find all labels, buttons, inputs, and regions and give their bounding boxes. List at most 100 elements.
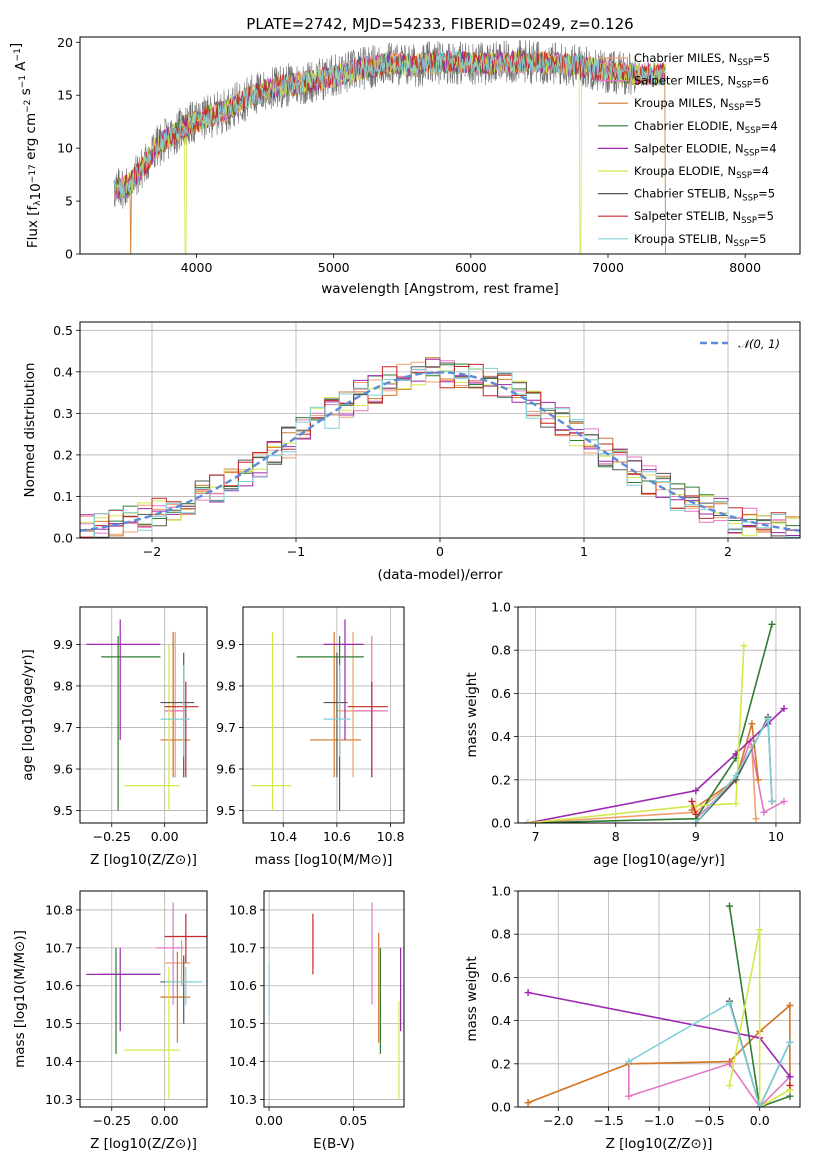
mwZ-marker-kroupa-miles bbox=[786, 1001, 794, 1009]
mwAge-line-kroupa-miles bbox=[691, 723, 760, 811]
y-axis-label-part: λ bbox=[33, 200, 43, 206]
legend-label-chabrier-elodie: Chabrier ELODIE, NSSP=4 bbox=[634, 119, 778, 136]
legend-label-kroupa-stelib: Kroupa STELIB, NSSP=5 bbox=[634, 232, 766, 249]
ageM-ytick-label: 9.7 bbox=[216, 720, 236, 735]
x-axis-label: wavelength [Angstrom, rest frame] bbox=[321, 281, 559, 297]
massE-ytick-label: 10.6 bbox=[229, 978, 257, 993]
mwAge-marker-salpeter-miles bbox=[760, 808, 768, 816]
massE-ytick-label: 10.7 bbox=[229, 940, 257, 955]
mwZ-ytick-label: 0.4 bbox=[491, 1013, 511, 1028]
hist-ytick-label: 0.2 bbox=[53, 447, 73, 462]
y-axis-label: mass [log10(M/M⊙)] bbox=[12, 930, 28, 1068]
y-axis-label-part: ] bbox=[8, 43, 24, 48]
mwAge-marker-chabrier-elodie bbox=[768, 620, 776, 628]
massZ-ytick-label: 10.5 bbox=[45, 1016, 73, 1031]
legend-text: =4 bbox=[760, 141, 777, 155]
ageZ-ytick-label: 9.5 bbox=[53, 803, 73, 818]
mwZ-marker-kroupa-stelib bbox=[726, 999, 733, 1007]
y-axis-label-part: −1 bbox=[13, 48, 23, 61]
spectrum-panel: 4000 5000 6000 7000 8000 0 5 10 15 20 wavelength [… bbox=[8, 35, 801, 297]
mwZ-ytick-label: 0.8 bbox=[491, 927, 511, 942]
mwAge-marker-kroupa-elodie bbox=[524, 819, 532, 823]
ageM-ytick-label: 9.8 bbox=[216, 678, 236, 693]
massE-ytick-label: 10.3 bbox=[229, 1092, 257, 1107]
mwAge-marker-kroupa-stelib bbox=[764, 715, 772, 723]
spectrum-ytick-label: 20 bbox=[57, 35, 73, 50]
massE-xtick-label: 0.05 bbox=[339, 1113, 367, 1128]
legend-subscript: SSP bbox=[736, 171, 752, 181]
legend-text: Kroupa STELIB, N bbox=[634, 232, 734, 246]
spectrum-xtick-label: 8000 bbox=[729, 260, 761, 275]
ageM-ytick-label: 9.5 bbox=[216, 803, 236, 818]
mwAge-frame bbox=[517, 606, 801, 824]
mwZ-marker-kroupa-stelib bbox=[756, 1103, 764, 1107]
massZ-plot-area bbox=[86, 902, 207, 1100]
x-axis-label: mass [log10(M/M⊙)] bbox=[255, 852, 393, 868]
mwAge-ytick-label: 0.8 bbox=[491, 643, 511, 658]
x-axis-label: Z [log10(Z/Z⊙)] bbox=[90, 852, 197, 868]
mwAge-marker-salpeter-miles bbox=[780, 797, 788, 805]
spectrum-frame bbox=[79, 36, 801, 255]
legend-subscript: SSP bbox=[745, 126, 761, 136]
gaussian-legend-label: 𝒩(0, 1) bbox=[738, 337, 780, 351]
mwZ-line-chabrier-elodie bbox=[728, 905, 791, 1107]
mwAge-marker-kroupa-stelib bbox=[692, 819, 700, 823]
mwZ-plot-area bbox=[524, 902, 794, 1107]
mwZ-line-kroupa-elodie bbox=[728, 929, 791, 1107]
legend-text: Kroupa ELODIE, N bbox=[634, 164, 736, 178]
hist-ytick-label: 0.3 bbox=[53, 406, 73, 421]
mwAge-line-chabrier-elodie bbox=[527, 624, 773, 823]
mwZ-xtick-label: −1.0 bbox=[644, 1113, 674, 1128]
legend-label-salpeter-elodie: Salpeter ELODIE, NSSP=4 bbox=[634, 141, 777, 158]
legend-text: =5 bbox=[744, 96, 761, 110]
mwZ-xtick-label: −1.5 bbox=[593, 1113, 623, 1128]
hist-kroupa-elodie bbox=[80, 366, 800, 537]
mwZ-marker-chabrier-elodie bbox=[786, 1092, 794, 1100]
mwAge-line-salpeter-elodie bbox=[527, 707, 785, 823]
legend-text: =5 bbox=[757, 209, 774, 223]
y-axis-label-part: −1 bbox=[18, 75, 28, 88]
ageM-xtick-label: 10.4 bbox=[269, 829, 297, 844]
legend-label-kroupa-elodie: Kroupa ELODIE, NSSP=4 bbox=[634, 164, 769, 181]
hist-xtick-label: 1 bbox=[580, 544, 588, 559]
x-axis-label: (data-model)/error bbox=[377, 567, 503, 583]
legend-text: =4 bbox=[752, 164, 769, 178]
x-axis-label: E(B-V) bbox=[313, 1136, 355, 1152]
hist-xtick-label: 0 bbox=[436, 544, 444, 559]
mwAge-xtick-label: 9 bbox=[692, 829, 700, 844]
mwZ-xtick-label: −0.5 bbox=[694, 1113, 724, 1128]
hist-ytick-label: 0.0 bbox=[53, 531, 73, 546]
massZ-panel: −0.25 0.00 10.3 10.4 10.5 10.6 10.7 10.8 Z [log1… bbox=[12, 890, 208, 1152]
spectrum-xtick-label: 7000 bbox=[592, 260, 624, 275]
mwZ-marker-kroupa-miles bbox=[726, 1058, 733, 1066]
legend-subscript: SSP bbox=[741, 216, 757, 226]
mwAge-plot-area bbox=[524, 620, 788, 823]
mwAge-line-kroupa-elodie bbox=[527, 645, 745, 823]
ageZ-frame bbox=[79, 606, 208, 824]
mwAge-marker-kroupa-stelib bbox=[732, 771, 740, 779]
mwZ-marker-salpeter-miles bbox=[625, 1092, 633, 1100]
legend-subscript: SSP bbox=[742, 194, 758, 204]
massE-panel: 0.00 0.05 10.3 10.4 10.5 10.6 10.7 10.8 E(B-V) bbox=[229, 890, 405, 1152]
mwZ-marker-salpeter-stelib bbox=[786, 1081, 794, 1089]
ageM-ytick-label: 9.6 bbox=[216, 762, 236, 777]
spectrum-ytick-label: 0 bbox=[65, 247, 73, 262]
legend-subscript: SSP bbox=[729, 103, 745, 113]
mwAge-marker-kroupa-miles bbox=[754, 776, 762, 784]
ageZ-panel: −0.25 0.00 9.5 9.6 9.7 9.8 9.9 Z [log10(Z/Z⊙)] a… bbox=[20, 606, 208, 868]
legend-subscript: SSP bbox=[734, 239, 750, 249]
mwAge-ytick-label: 0.6 bbox=[491, 686, 511, 701]
ageZ-ytick-label: 9.9 bbox=[53, 637, 73, 652]
mwZ-marker-kroupa-elodie bbox=[756, 926, 764, 934]
ageM-ytick-label: 9.9 bbox=[216, 637, 236, 652]
mwZ-line-kroupa-stelib bbox=[628, 1002, 791, 1107]
mwZ-xtick-label: −2.0 bbox=[543, 1113, 573, 1128]
mwAge-marker-salpeter-elodie bbox=[780, 705, 788, 713]
massZ-ytick-label: 10.3 bbox=[45, 1092, 73, 1107]
mwZ-marker-salpeter-elodie bbox=[786, 1073, 794, 1081]
spectrum-plot-area bbox=[113, 39, 667, 254]
y-axis-label-part: s bbox=[18, 88, 34, 99]
massZ-xtick-label: −0.25 bbox=[93, 1113, 131, 1128]
mwZ-ytick-label: 1.0 bbox=[491, 884, 511, 899]
